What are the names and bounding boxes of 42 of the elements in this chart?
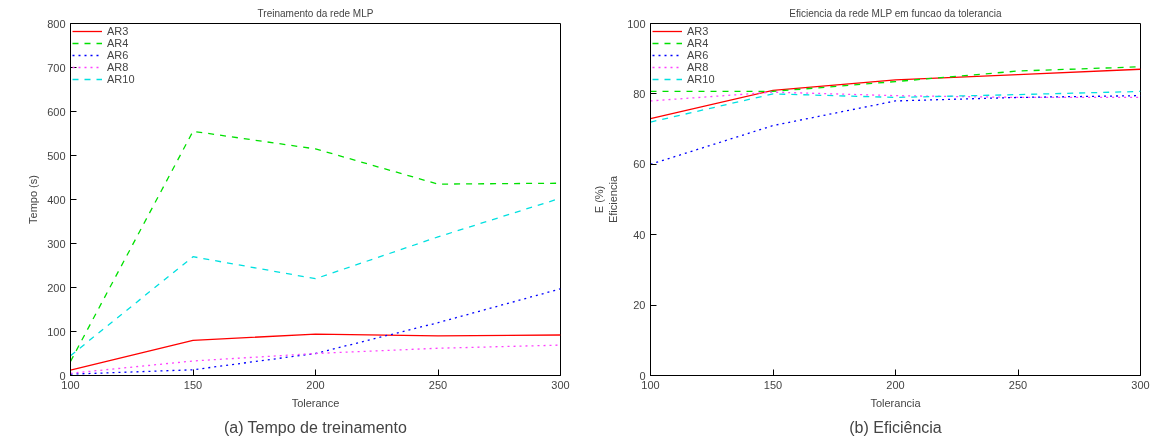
legend-label: AR8	[107, 61, 129, 73]
x-tick-label: 150	[183, 378, 203, 391]
x-tick-label: 250	[1008, 378, 1028, 391]
y-tick-label: 500	[47, 149, 66, 162]
legend-label: AR10	[687, 73, 715, 85]
y-axis-title: E (%) Eficiencia	[592, 175, 620, 224]
y-tick-label: 60	[633, 158, 646, 171]
line-series	[70, 333, 561, 371]
y-tick-label: 300	[47, 237, 66, 250]
y-axis-title: Tempo (s)	[27, 175, 40, 224]
legend-label: AR6	[687, 49, 709, 61]
y-tick-label: 800	[47, 17, 66, 30]
y-tick-label: 600	[47, 105, 66, 118]
x-axis-title: Tolerancia	[870, 396, 922, 409]
legend-label: AR4	[107, 37, 129, 49]
line-series	[650, 91, 1141, 102]
line-series	[650, 90, 1141, 123]
y-tick-label: 100	[627, 17, 646, 30]
y-tick-label: 200	[47, 281, 66, 294]
x-tick-label: 150	[763, 378, 783, 391]
x-axis-title: Tolerance	[291, 396, 340, 409]
legend-label: AR6	[107, 49, 129, 61]
x-tick-label: 200	[886, 378, 905, 391]
legend-label: AR8	[687, 61, 709, 73]
legend-label: AR10	[107, 73, 135, 85]
x-tick-label: 250	[428, 378, 448, 391]
y-tick-label: 100	[47, 325, 66, 338]
legend-label: AR3	[107, 25, 129, 37]
text: (b) Eficiência	[849, 418, 942, 436]
y-tick-label: 700	[47, 61, 66, 74]
legend-label: AR4	[687, 37, 709, 49]
x-tick-label: 200	[306, 378, 325, 391]
y-tick-label: 400	[47, 193, 66, 206]
legend-label: AR3	[687, 25, 709, 37]
chart-title: Treinamento da rede MLP	[257, 7, 374, 19]
y-tick-label: 20	[633, 299, 646, 312]
y-tick-label: 80	[633, 87, 646, 100]
chart-title: Eficiencia da rede MLP em funcao da tolerancia	[789, 7, 1002, 19]
x-tick-label: 300	[1131, 378, 1150, 391]
x-tick-label: 300	[551, 378, 570, 391]
text: (a) Tempo de treinamento	[223, 418, 407, 436]
y-tick-label: 40	[633, 228, 646, 241]
